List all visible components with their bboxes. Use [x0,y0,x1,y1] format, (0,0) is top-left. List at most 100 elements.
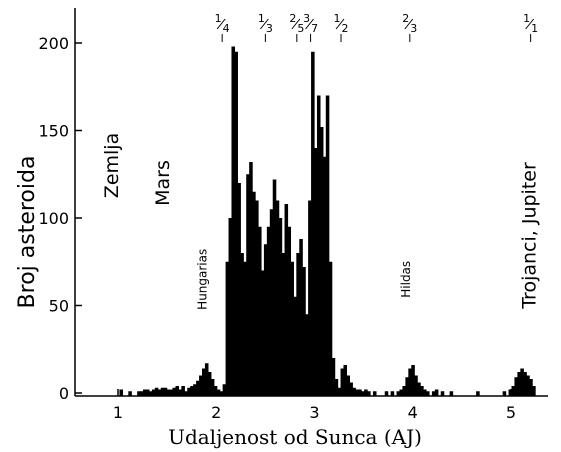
histogram-bar [272,179,277,396]
resonance-numerator: 3 [303,12,310,25]
histogram-bar [420,386,424,396]
histogram-bar [219,391,224,396]
histogram-bar [346,375,350,396]
resonance-slash [525,18,535,30]
histogram-bar [172,387,177,396]
resonance-marker: 23 [402,12,417,42]
region-annotation: Trojanci, Jupiter [519,162,541,310]
histogram-bar [140,391,144,396]
histogram-bar [196,380,200,396]
x-tick-label: 1 [113,403,123,422]
histogram-bars [119,46,536,396]
histogram-bar [343,365,348,396]
resonance-marker: 25 [289,12,304,42]
histogram-bar [414,375,418,396]
histogram-bar [216,389,221,396]
resonance-slash [404,18,414,30]
region-annotation: Hungarias [195,249,209,310]
y-axis-title: Broj asteroida [15,156,40,309]
resonance-numerator: 1 [258,12,265,25]
histogram-bar [143,389,147,396]
histogram-bar [514,377,518,396]
histogram-bar [169,389,174,396]
histogram-bar [349,382,353,396]
histogram-bar [228,218,233,396]
histogram-bar [287,226,292,396]
histogram-bar [399,389,404,396]
histogram-bar [431,391,436,396]
histogram-bar [252,191,256,396]
histogram-bar [275,200,280,396]
resonance-marker: 37 [303,12,318,42]
histogram-bar [355,389,359,396]
histogram-bar [337,387,342,396]
histogram-bar [290,261,294,396]
histogram-bar [434,389,439,396]
histogram-bar [148,391,153,396]
histogram-bar [325,95,330,396]
resonance-marker: 12 [334,12,349,42]
histogram-bar [532,386,536,396]
histogram-bar [364,389,368,396]
histogram-bar [358,389,362,396]
resonance-denominator: 7 [311,22,318,35]
histogram-bar [166,389,171,396]
histogram-bar [222,384,227,396]
histogram-bar [199,375,203,396]
histogram-bar [417,382,421,396]
resonance-denominator: 3 [266,22,273,35]
axes [74,8,548,397]
histogram-bar [255,200,259,396]
resonance-numerator: 1 [523,12,530,25]
histogram-bar [293,296,297,396]
histogram-bar [402,386,406,396]
histogram-bar [526,375,530,396]
histogram-bar [243,261,247,396]
histogram-bar [311,51,315,396]
y-tick-label: 150 [38,122,69,141]
histogram-bar [405,377,409,396]
histogram-bar [260,270,265,396]
histogram-bar [190,386,194,396]
histogram-bar [154,387,159,396]
histogram-bar [258,226,262,396]
histogram-bar [237,183,241,396]
histogram-bar [128,391,132,396]
histogram-bar [157,389,162,396]
histogram-bar [266,226,271,396]
region-annotations: Zemlja Mars Hungarias Hildas Trojanci, Jupit… [101,133,541,310]
histogram-bar [328,261,333,396]
histogram-bar [529,379,533,396]
histogram-bar [160,387,165,396]
histogram-bar [305,314,309,396]
resonance-numerator: 1 [215,12,222,25]
resonance-slash [216,18,226,30]
y-tick-label: 50 [49,297,69,316]
histogram-bar [340,368,345,396]
histogram-bar [119,389,124,396]
histogram-bar [440,391,445,396]
histogram-bar [284,204,289,396]
histogram-bar [316,95,321,396]
x-axis-title: Udaljenost od Sunca (AJ) [168,425,422,449]
histogram-bar [181,386,185,396]
histogram-bar [234,51,238,396]
y-tick-label: 100 [38,209,69,228]
histogram-bar [423,389,427,396]
histogram-bar [322,156,327,396]
region-annotation: Mars [152,160,174,206]
histogram-bar [193,384,197,396]
resonance-numerator: 1 [334,12,341,25]
histogram-bar [137,391,141,396]
resonance-slash [291,18,301,30]
region-annotation: Zemlja [101,133,123,198]
resonance-numerator: 2 [289,12,296,25]
histogram-bar [163,387,168,396]
histogram-bar [314,148,318,396]
resonance-marker: 13 [258,12,273,42]
histogram-bar [502,391,507,396]
x-tick-label: 2 [211,403,221,422]
x-tick-label: 5 [506,403,516,422]
